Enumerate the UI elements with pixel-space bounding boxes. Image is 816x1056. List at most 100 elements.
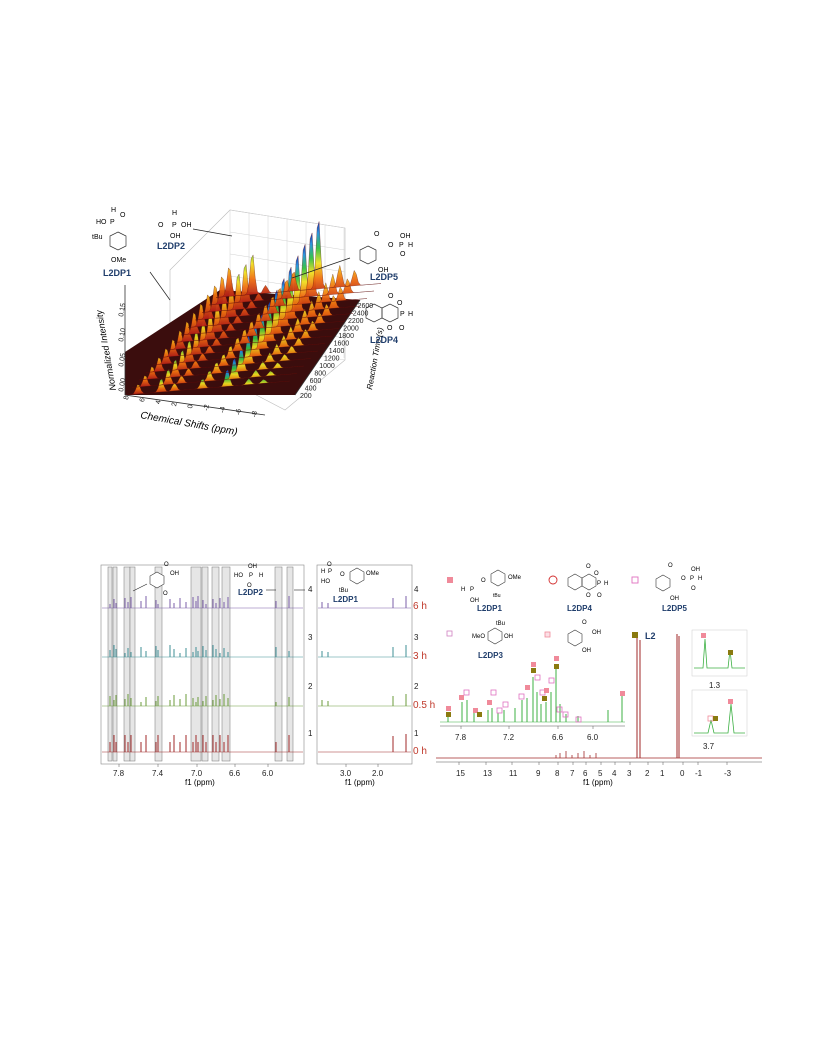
group-label: O <box>164 562 169 568</box>
x-tick-label: -6 <box>235 408 243 415</box>
spectrum-ridge <box>145 335 312 373</box>
trace-number: 4 <box>414 585 419 594</box>
group-label: P <box>249 573 253 579</box>
group-label: O <box>120 212 126 219</box>
time-label: 6 h <box>413 601 427 612</box>
marker-olive <box>728 650 733 655</box>
group-label: tBu <box>92 234 103 241</box>
inset-tick-label: 6.6 <box>552 733 564 742</box>
group-label: OH <box>378 267 389 274</box>
group-label: tBu <box>496 621 505 627</box>
marker-open-pink-small <box>446 630 453 637</box>
highlight-band <box>190 566 202 762</box>
benzene-ring <box>109 231 127 251</box>
marker-open-pink <box>502 701 509 708</box>
small-inset-upper: 1.3 <box>691 629 748 690</box>
group-label: tBu <box>493 593 501 599</box>
inset-label: 1.3 <box>709 681 721 690</box>
x-tick-label: 7.4 <box>152 769 164 778</box>
marker-red-circle <box>548 575 558 585</box>
time-label: 0 h <box>413 746 427 757</box>
x-tick-label: -1 <box>695 769 703 778</box>
highlight-band <box>286 566 294 762</box>
inset-tick-label: 7.2 <box>503 733 515 742</box>
z-tick-label: 2400 <box>353 311 369 318</box>
group-label: O <box>388 242 394 249</box>
group-label: P <box>597 581 601 587</box>
z-tick-label: 800 <box>314 371 326 378</box>
x-tick-label: -4 <box>219 406 227 413</box>
z-tick-label: 600 <box>310 378 322 385</box>
spectrum-ridge <box>166 300 333 351</box>
inset-tick-label: 6.0 <box>587 733 599 742</box>
marker-olive <box>713 716 718 721</box>
bottom-middle-stacked-spectra: 3.0 2.0 f1 (ppm) H P O O OMe HO tBu L2DP1 <box>316 562 413 787</box>
spectrum-ridge <box>215 221 382 298</box>
pointer-arrow <box>132 583 148 592</box>
group-label: OMe <box>111 257 126 264</box>
group-label: O <box>374 231 380 238</box>
x-tick-label: 7 <box>570 769 575 778</box>
x-tick-label: 2 <box>171 402 179 407</box>
benzene-ring <box>359 245 377 265</box>
x-tick-label: 8 <box>555 769 560 778</box>
group-label: H <box>604 581 608 587</box>
group-label: O <box>681 576 686 582</box>
group-label: O <box>481 578 486 584</box>
z-tick-label: 2000 <box>343 326 359 333</box>
spectrum-ridge <box>124 369 291 396</box>
reaction-time-labels: 6 h 3 h 0.5 h 0 h <box>413 601 435 757</box>
marker-open-pink <box>463 689 470 696</box>
marker-pink <box>446 706 451 711</box>
group-label: OH <box>248 564 257 570</box>
marker-open-pink <box>707 715 714 722</box>
legend-l2dp3: MeO tBu OH L2DP3 <box>446 621 513 660</box>
z-tick-label: 200 <box>300 393 312 400</box>
x-tick-label: 9 <box>536 769 541 778</box>
x-tick-label: 6.0 <box>262 769 274 778</box>
compound-salicylic-acid-structure: O OH O <box>132 562 179 597</box>
heterocycle-ring <box>581 573 597 591</box>
x-tick-label: 4 <box>155 400 163 405</box>
group-label: H <box>408 242 413 249</box>
z-tick-labels: 2004006008001000120014001600180020002200… <box>300 303 373 400</box>
y-tick-labels: 0.00 0.05 0.10 0.15 <box>118 303 127 393</box>
x-tick-labels: 3.0 2.0 <box>340 764 384 778</box>
panel-frame <box>316 564 413 765</box>
group-label: O <box>388 293 394 300</box>
x-tick-label: 1 <box>660 769 665 778</box>
x-tick-label: 2 <box>645 769 650 778</box>
marker-open-pink <box>562 711 569 718</box>
group-label: P <box>328 569 332 575</box>
compound-label: L2DP1 <box>103 268 131 278</box>
trace-number: 3 <box>308 633 313 642</box>
marker-olive <box>554 664 559 669</box>
time-label: 3 h <box>413 651 427 662</box>
x-tick-label: 5 <box>598 769 603 778</box>
group-label: O <box>668 563 673 569</box>
benzene-ring <box>487 627 503 645</box>
z-tick-label: 1200 <box>324 356 340 363</box>
compound-label: L2DP1 <box>477 604 502 613</box>
inset-tick-label: 7.8 <box>455 733 467 742</box>
marker-olive <box>542 696 547 701</box>
marker-olive <box>632 632 638 638</box>
marker-pink <box>459 695 464 700</box>
group-label: O <box>247 583 252 589</box>
group-label: tBu <box>339 588 348 594</box>
benzene-ring <box>349 567 365 585</box>
group-label: P <box>172 222 177 229</box>
group-label: H <box>461 587 465 593</box>
trace-number: 4 <box>308 585 313 594</box>
marker-pink <box>701 633 706 638</box>
peak-markers <box>446 656 625 723</box>
y-tick-label: 0.15 <box>118 303 127 318</box>
y-tick-label: 0.10 <box>118 328 127 343</box>
group-label: OMe <box>366 571 380 577</box>
group-label: P <box>690 576 694 582</box>
legend-salicylic-acid: O OH OH <box>544 620 601 654</box>
highlight-band <box>201 566 209 762</box>
x-tick-label: -8 <box>251 410 259 417</box>
compound-label: L2DP4 <box>567 604 592 613</box>
inset-frame <box>691 689 748 737</box>
